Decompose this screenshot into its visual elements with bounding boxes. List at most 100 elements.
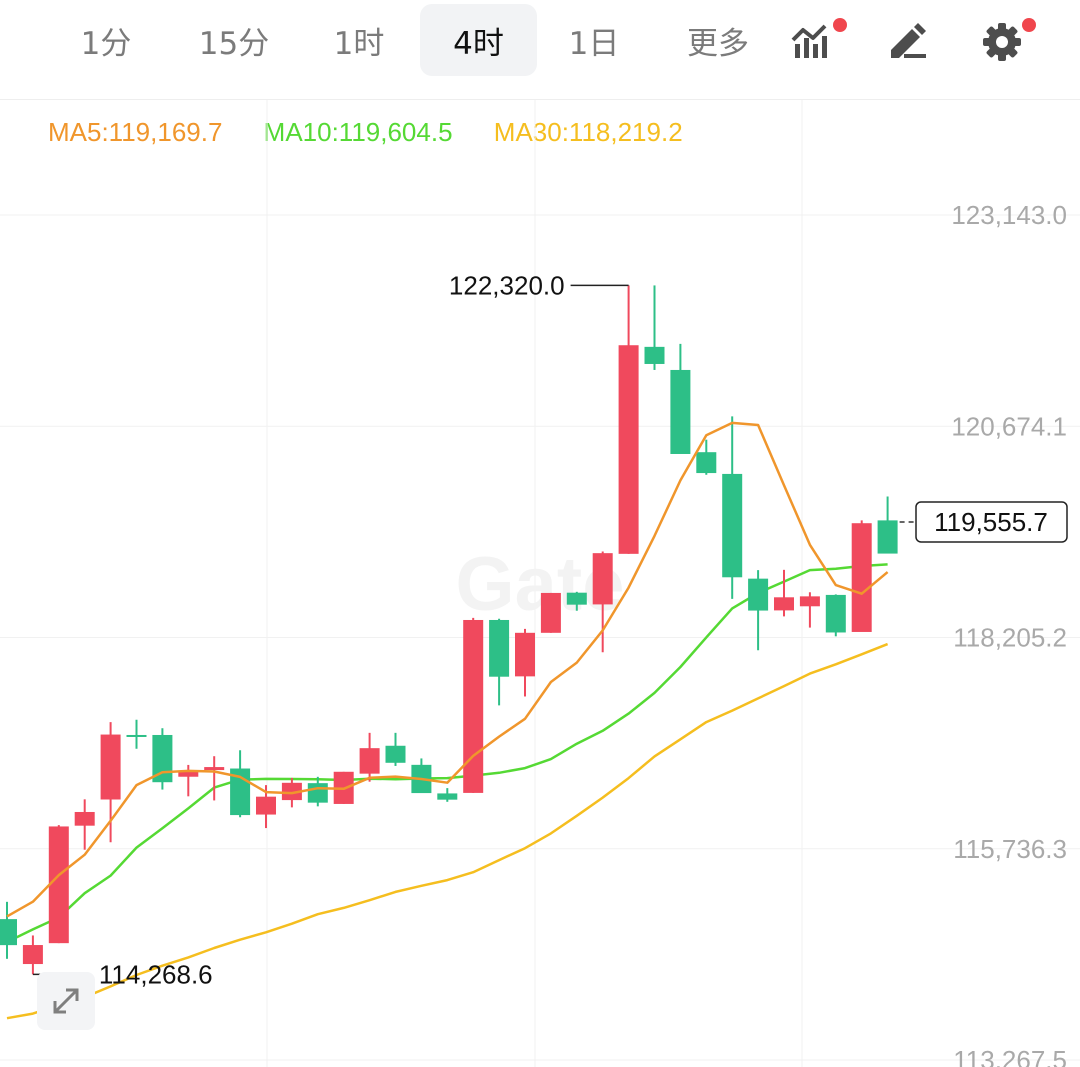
candle-down xyxy=(566,591,587,611)
candle-down xyxy=(0,901,17,959)
notification-dot xyxy=(833,18,847,32)
candle-up xyxy=(359,732,380,782)
expand-chart-button[interactable] xyxy=(37,972,95,1030)
candle-down xyxy=(411,758,432,794)
candle-body xyxy=(256,796,276,815)
y-tick-label: 113,267.5 xyxy=(953,1045,1067,1067)
candle-up xyxy=(178,764,199,797)
candle-down xyxy=(489,618,510,706)
candle-up xyxy=(515,628,535,697)
ma10-line-group xyxy=(6,563,888,944)
candle-body xyxy=(22,945,43,965)
candle-down xyxy=(644,285,665,370)
candle-down xyxy=(152,728,173,790)
candle-down xyxy=(230,750,251,818)
candle-down xyxy=(696,439,717,475)
candle-up xyxy=(540,592,561,633)
max-price-label: 122,320.0 xyxy=(449,270,565,300)
candle-body xyxy=(592,553,613,605)
candle-down xyxy=(748,570,769,651)
candle-up xyxy=(48,825,69,944)
candle-down xyxy=(670,343,691,454)
tab-4hour[interactable]: 4时 xyxy=(420,4,537,76)
y-tick-label: 118,205.2 xyxy=(953,623,1067,653)
candle-up xyxy=(774,569,794,617)
y-tick-label: 120,674.1 xyxy=(951,411,1067,441)
grid-lines xyxy=(0,100,1080,1067)
candle-body xyxy=(566,592,587,605)
tab-1day[interactable]: 1日 xyxy=(568,26,620,62)
candle-body xyxy=(877,520,898,554)
candle-body xyxy=(100,734,121,800)
tab-15min[interactable]: 15分 xyxy=(198,26,270,62)
candle-body xyxy=(281,782,302,801)
ma10-label: MA10:119,604.5 xyxy=(263,117,453,147)
min-price-label: 114,268.6 xyxy=(99,959,213,989)
candle-down xyxy=(385,732,406,766)
candle-up xyxy=(463,617,484,793)
candle-body xyxy=(696,452,717,474)
candle-body xyxy=(722,473,743,578)
candle-body xyxy=(152,734,173,783)
candle-body xyxy=(748,578,769,611)
candle-body xyxy=(204,767,225,771)
candles-group xyxy=(0,285,898,975)
candle-body xyxy=(618,345,639,554)
candle-up xyxy=(74,799,95,850)
draw-pen-icon[interactable] xyxy=(884,14,932,66)
ma5-line-group xyxy=(6,421,889,918)
candle-body xyxy=(178,771,199,777)
candle-body xyxy=(515,632,535,677)
candle-down xyxy=(877,496,898,554)
candle-body xyxy=(74,811,95,826)
y-tick-label: 115,736.3 xyxy=(953,834,1067,864)
ma-legend: MA5:119,169.7 MA10:119,604.5 MA30:118,21… xyxy=(48,117,717,148)
notification-dot xyxy=(1022,18,1036,32)
candle-body xyxy=(489,619,510,677)
ma30-label: MA30:118,219.2 xyxy=(493,117,683,147)
candle-up xyxy=(204,756,225,801)
candle-up xyxy=(618,285,639,554)
candle-body xyxy=(825,594,846,633)
candle-up xyxy=(592,551,613,653)
indicator-icon[interactable] xyxy=(789,14,847,66)
last-price-box xyxy=(915,501,1068,543)
candle-down xyxy=(126,719,147,749)
candlestick-chart[interactable]: Gate 123,143.0120,674.1118,205.2115,736.… xyxy=(0,100,1080,1067)
ma10-line xyxy=(6,563,888,944)
candle-up xyxy=(22,935,43,975)
candle-body xyxy=(307,783,328,803)
candle-up xyxy=(851,520,872,632)
ma30-line xyxy=(6,642,889,1020)
candle-body xyxy=(385,745,406,763)
y-tick-label: 123,143.0 xyxy=(951,200,1067,230)
last-price-label: 119,555.7 xyxy=(934,507,1048,537)
settings-gear-icon[interactable] xyxy=(980,14,1036,66)
candle-body xyxy=(774,597,794,611)
candle-body xyxy=(851,523,872,632)
y-axis: 123,143.0 120,674.1 118,205.2 115,736.3 113,… xyxy=(951,200,1067,1067)
candle-body xyxy=(799,596,820,607)
candle-up xyxy=(100,722,121,843)
candle-body xyxy=(359,748,380,774)
annotations: 122,320.0 114,268.6 119,555.7 xyxy=(32,270,1068,989)
ma5-label: MA5:119,169.7 xyxy=(48,117,223,147)
candle-up xyxy=(799,592,820,628)
candle-body xyxy=(48,826,69,944)
candle-body xyxy=(540,592,561,633)
tab-1hour[interactable]: 1时 xyxy=(333,26,385,62)
candle-body xyxy=(0,919,17,946)
ma5-line xyxy=(6,421,889,918)
tab-1min[interactable]: 1分 xyxy=(80,26,132,62)
candle-body xyxy=(670,369,691,454)
candle-body xyxy=(126,734,147,737)
candle-body xyxy=(437,793,458,800)
candle-down xyxy=(307,776,328,807)
candle-down xyxy=(825,594,846,637)
expand-icon xyxy=(53,988,79,1014)
candle-down xyxy=(722,416,743,599)
candle-body xyxy=(644,346,665,364)
ma30-line-group xyxy=(6,642,889,1020)
tab-more[interactable]: 更多 xyxy=(687,26,749,62)
candle-body xyxy=(463,619,484,793)
